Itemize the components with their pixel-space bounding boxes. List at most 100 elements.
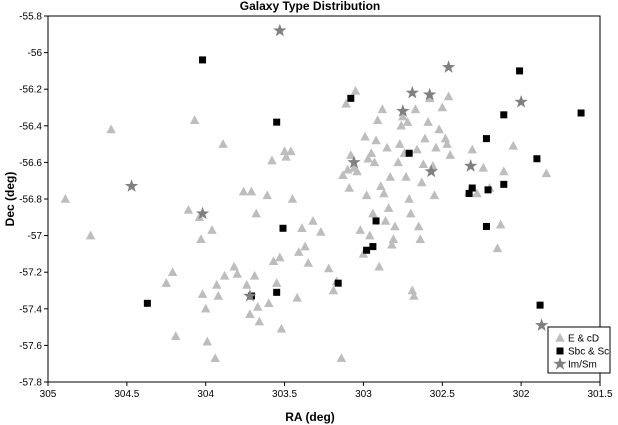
data-point-triangle — [379, 188, 389, 198]
data-point-triangle — [361, 190, 372, 200]
data-point-triangle — [394, 139, 405, 148]
data-point-triangle — [396, 120, 407, 130]
data-point-star — [424, 164, 438, 178]
data-point-square — [536, 301, 544, 309]
data-point-triangle — [264, 298, 274, 308]
data-point-triangle — [300, 241, 310, 251]
data-point-triangle — [383, 203, 394, 212]
data-point-triangle — [415, 234, 425, 244]
data-point-triangle — [541, 168, 552, 178]
data-point-triangle — [341, 98, 351, 108]
data-point-square — [500, 180, 508, 188]
data-point-triangle — [207, 225, 217, 234]
data-point-triangle — [60, 194, 71, 203]
chart-title: Galaxy Type Distribution — [240, 0, 380, 13]
y-tick-label: -56.8 — [19, 195, 42, 206]
data-point-square — [372, 217, 380, 225]
data-point-triangle — [401, 172, 411, 181]
data-point-triangle — [413, 221, 424, 231]
data-point-triangle — [423, 117, 433, 126]
data-point-triangle — [376, 181, 386, 190]
data-point-triangle — [286, 146, 296, 156]
data-point-triangle — [443, 91, 454, 101]
x-tick-label: 302.5 — [430, 389, 455, 400]
data-point-triangle — [303, 258, 313, 267]
data-point-triangle — [232, 269, 243, 278]
data-point-triangle — [495, 219, 506, 229]
data-point-triangle — [170, 331, 181, 340]
data-point-triangle — [352, 166, 362, 176]
data-point-triangle — [390, 221, 400, 231]
data-point-triangle — [412, 144, 422, 154]
y-tick-label: -56.4 — [19, 121, 42, 132]
data-point-triangle — [245, 309, 255, 319]
data-point-triangle — [241, 280, 252, 289]
data-point-star — [534, 318, 549, 331]
data-point-triangle — [377, 104, 388, 114]
data-point-triangle — [189, 115, 200, 125]
data-point-triangle — [418, 159, 429, 168]
data-point-square — [484, 186, 492, 194]
data-point-triangle — [440, 133, 451, 143]
data-point-triangle — [499, 166, 509, 176]
data-point-star — [514, 95, 528, 108]
data-point-triangle — [434, 124, 444, 134]
data-point-triangle — [281, 151, 291, 161]
data-point-triangle — [229, 261, 239, 271]
data-point-square — [577, 109, 585, 117]
data-point-square — [334, 279, 342, 287]
y-tick-label: -57.4 — [19, 304, 42, 315]
data-point-triangle — [467, 144, 478, 154]
x-tick-label: 305 — [40, 389, 57, 400]
data-point-triangle — [402, 117, 413, 126]
data-point-triangle — [196, 234, 206, 244]
data-point-square — [143, 299, 151, 307]
data-point-square — [405, 149, 413, 157]
data-point-triangle — [202, 336, 213, 346]
data-point-triangle — [294, 247, 304, 256]
data-point-triangle — [292, 292, 302, 302]
data-point-triangle — [308, 215, 318, 225]
data-point-triangle — [161, 278, 172, 287]
data-point-star — [347, 155, 361, 169]
data-point-triangle — [253, 301, 263, 311]
data-point-triangle — [336, 353, 347, 362]
data-point-square — [516, 67, 524, 75]
x-tick-label: 303.5 — [272, 389, 297, 400]
x-axis-label: RA (deg) — [285, 410, 335, 424]
data-point-triangle — [218, 139, 228, 148]
data-point-triangle — [323, 263, 334, 273]
data-point-square — [500, 111, 508, 119]
data-point-square — [369, 243, 377, 251]
x-tick-label: 304.5 — [114, 389, 139, 400]
data-point-square — [482, 135, 490, 143]
data-point-triangle — [420, 133, 430, 143]
data-point-triangle — [85, 230, 96, 240]
data-point-triangle — [197, 289, 208, 298]
data-point-triangle — [219, 270, 230, 280]
data-point-triangle — [508, 140, 519, 150]
data-point-triangle — [346, 150, 356, 159]
series-star — [124, 23, 549, 331]
data-point-triangle — [431, 142, 441, 152]
data-point-square — [465, 190, 473, 198]
y-axis-label: Dec (deg) — [3, 172, 17, 227]
legend-label: Sbc & Sc — [568, 347, 609, 358]
data-point-triangle — [249, 270, 260, 280]
data-point-triangle — [380, 215, 391, 225]
legend-marker-square — [556, 347, 564, 355]
data-point-square — [363, 246, 371, 254]
data-point-star — [124, 179, 139, 192]
data-point-triangle — [268, 256, 279, 265]
data-point-triangle — [360, 131, 370, 141]
data-point-triangle — [369, 157, 380, 167]
data-point-triangle — [429, 190, 440, 200]
x-tick-label: 304 — [197, 389, 214, 400]
data-point-triangle — [387, 239, 397, 249]
data-point-triangle — [428, 161, 438, 170]
data-point-triangle — [251, 208, 261, 218]
series-square — [143, 56, 585, 309]
legend-marker-triangle — [555, 333, 565, 342]
x-tick-label: 303 — [355, 389, 372, 400]
